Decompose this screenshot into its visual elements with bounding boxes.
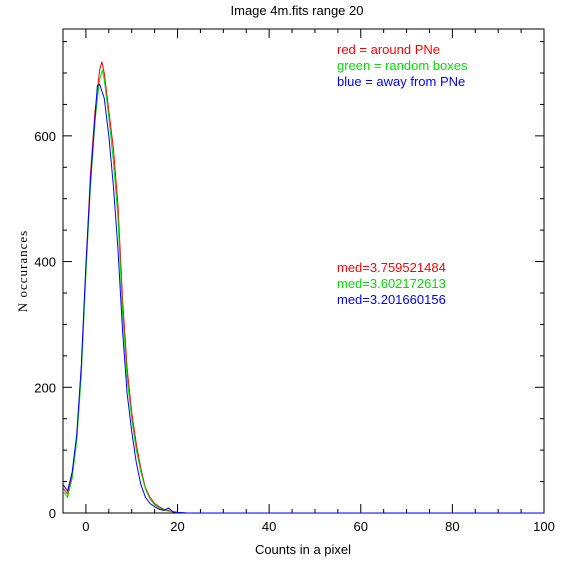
x-tick-label: 0 (82, 519, 89, 534)
median-red: med=3.759521484 (337, 260, 446, 275)
legend-entry-green: green = random boxes (337, 58, 468, 73)
x-tick-label: 100 (533, 519, 555, 534)
x-tick-label: 20 (170, 519, 184, 534)
x-tick-labels: 0 20 40 60 80 100 (82, 519, 555, 534)
y-tick-labels: 0 200 400 600 (34, 129, 56, 521)
median-blue: med=3.201660156 (337, 292, 446, 307)
y-tick-label: 200 (34, 380, 56, 395)
median-green: med=3.602172613 (337, 276, 446, 291)
series-line-2 (63, 83, 544, 513)
y-axis-label: N occurances (15, 230, 30, 312)
x-tick-label: 80 (445, 519, 459, 534)
x-axis-label: Counts in a pixel (255, 542, 351, 557)
y-tick-label: 0 (49, 506, 56, 521)
y-tick-label: 600 (34, 129, 56, 144)
x-tick-label: 40 (262, 519, 276, 534)
x-tick-label: 60 (354, 519, 368, 534)
median-annotations: med=3.759521484 med=3.602172613 med=3.20… (337, 260, 446, 307)
chart-title: Image 4m.fits range 20 (231, 3, 364, 18)
y-tick-label: 400 (34, 255, 56, 270)
legend: red = around PNe green = random boxes bl… (337, 42, 468, 89)
series-layer (63, 61, 544, 513)
series-line-1 (63, 69, 544, 513)
legend-entry-red: red = around PNe (337, 42, 440, 57)
legend-entry-blue: blue = away from PNe (337, 74, 465, 89)
